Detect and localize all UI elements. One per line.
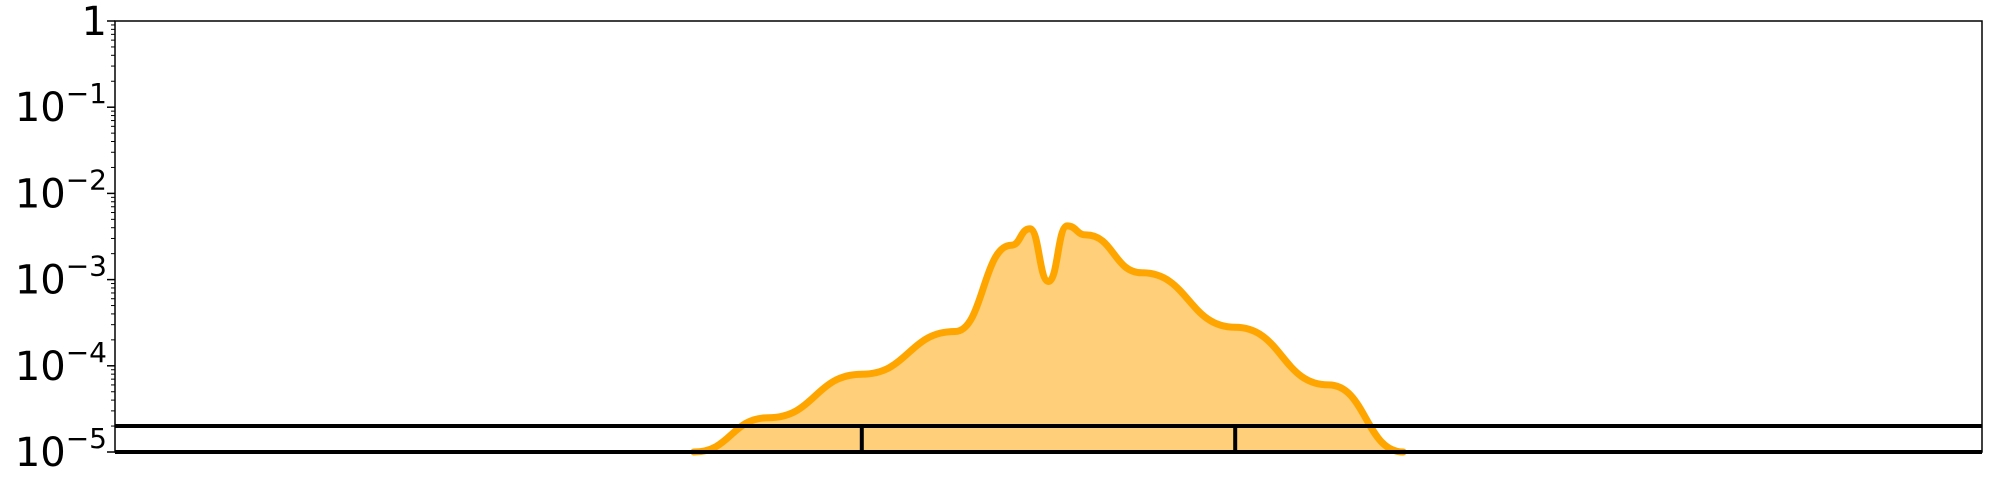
y-tick-label: 10−4 bbox=[15, 336, 107, 390]
series-area bbox=[693, 225, 1404, 452]
series-line bbox=[690, 222, 1407, 456]
y-tick-label: 10−3 bbox=[15, 250, 107, 304]
series-layer bbox=[690, 222, 1407, 456]
plot-frame bbox=[114, 20, 1983, 453]
y-tick-labels: 1 10−1 10−2 10−3 10−4 10−5 bbox=[15, 0, 107, 476]
y-tick-label: 10−5 bbox=[15, 422, 107, 476]
y-tick-label: 10−2 bbox=[15, 163, 107, 217]
y-major-ticks bbox=[107, 20, 115, 453]
y-tick-label: 10−1 bbox=[15, 77, 107, 131]
y-tick-label: 1 bbox=[82, 0, 107, 45]
